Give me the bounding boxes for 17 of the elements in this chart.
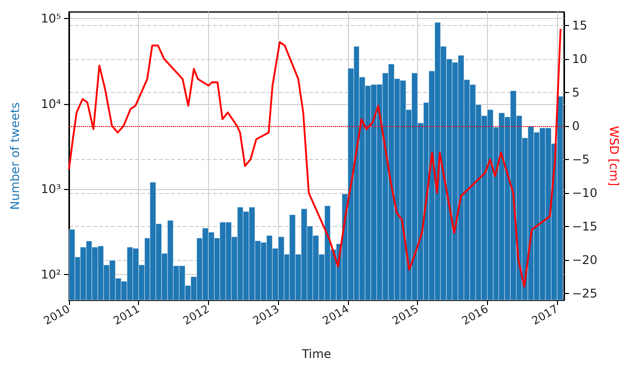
y2-tick-label: 5 (572, 85, 580, 100)
y-axis-title: Number of tweets (8, 102, 22, 210)
y-tick-label: 10⁵ (40, 12, 62, 26)
y2-tick-label: 10 (572, 52, 588, 66)
y2-tick-label: −25 (572, 286, 598, 300)
y2-tick-label: −10 (572, 186, 598, 200)
x-axis-title: Time (300, 347, 332, 361)
y2-axis-title: WSD [cm] (607, 126, 622, 186)
y2-tick-label: −5 (572, 152, 590, 166)
y-tick-label: 10² (40, 267, 62, 282)
y2-tick-label: −15 (572, 219, 598, 234)
y2-tick-label: 0 (572, 118, 580, 133)
y-tick-label: 10³ (40, 182, 62, 196)
line-series (68, 28, 562, 288)
y-tick-label: 10⁴ (40, 96, 62, 111)
y2-tick-label: −20 (572, 252, 598, 267)
y2-tick-label: 15 (572, 18, 588, 32)
